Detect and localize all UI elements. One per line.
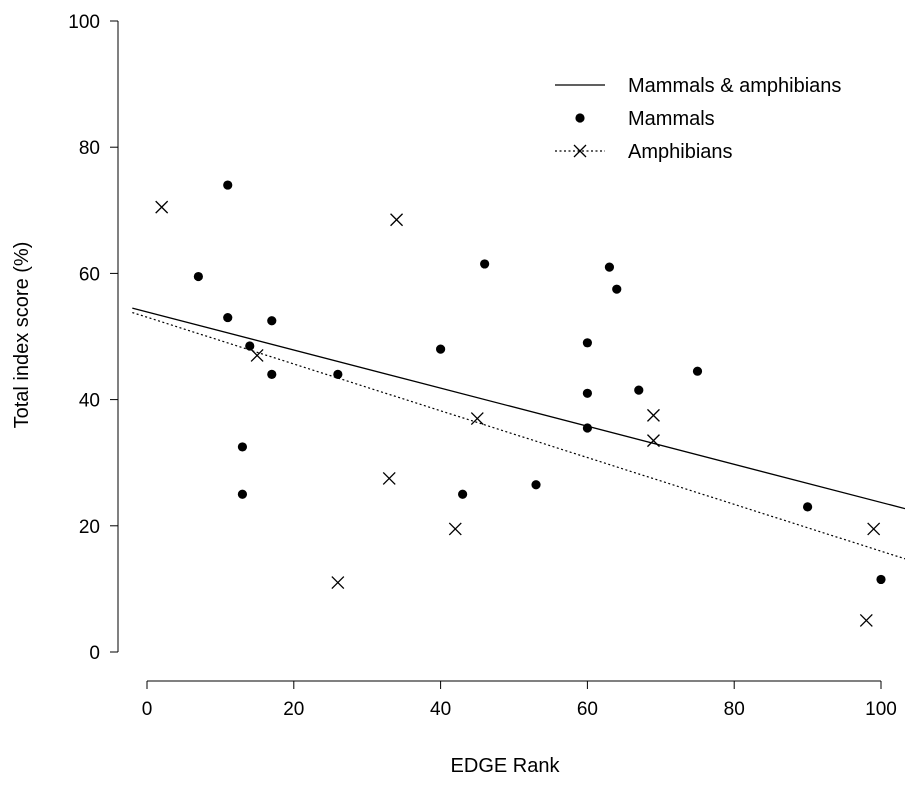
mammal-point — [604, 262, 615, 272]
mammal-point — [458, 489, 468, 499]
x-tick-label: 20 — [283, 699, 304, 720]
legend-symbol-mammals — [575, 113, 585, 123]
y-ticks: 0 20 40 60 80 100 — [68, 12, 118, 664]
mammal-point — [876, 574, 886, 585]
legend-label-combined: Mammals & amphibians — [628, 75, 841, 97]
fit-line-combined — [132, 307, 905, 510]
mammal-point — [582, 423, 593, 433]
legend-symbol-amphibians-cross — [573, 144, 587, 158]
y-tick-label: 100 — [68, 12, 100, 33]
amphibian-point — [470, 412, 484, 425]
mammal-point — [692, 366, 703, 376]
amphibian-point — [647, 408, 660, 422]
mammal-point — [193, 271, 203, 282]
legend: Mammals & amphibians Mammals Amphibians — [555, 75, 841, 163]
mammal-point — [803, 502, 813, 512]
mammal-point — [237, 489, 248, 499]
fit-line-amphibians — [132, 311, 905, 560]
mammal-point — [223, 180, 233, 190]
x-tick-label: 80 — [724, 699, 745, 720]
amphibian-point — [867, 522, 881, 536]
y-tick-label: 80 — [79, 138, 100, 159]
x-tick-label: 0 — [142, 699, 153, 720]
y-tick-label: 60 — [79, 264, 100, 285]
mammal-point — [582, 388, 593, 398]
y-axis-title: Total index score (%) — [11, 242, 33, 429]
mammal-point — [582, 338, 593, 348]
mammal-point — [531, 480, 541, 490]
x-tick-label: 100 — [865, 699, 897, 720]
x-tick-label: 40 — [430, 699, 451, 720]
x-ticks: 0 20 40 60 80 100 — [142, 681, 897, 720]
mammal-point — [237, 442, 248, 452]
legend-label-mammals: Mammals — [628, 108, 715, 130]
legend-label-amphibians: Amphibians — [628, 141, 733, 163]
y-tick-label: 40 — [79, 391, 100, 412]
mammal-point — [634, 385, 644, 395]
mammal-point — [480, 259, 490, 269]
mammal-point — [333, 369, 343, 379]
mammal-point — [267, 316, 277, 326]
mammal-point — [436, 344, 446, 354]
y-axis: 0 20 40 60 80 100 — [68, 12, 119, 664]
data-points — [155, 180, 886, 627]
x-tick-label: 60 — [577, 699, 598, 720]
amphibian-point — [390, 213, 404, 227]
amphibian-point — [647, 434, 660, 448]
amphibian-point — [859, 613, 873, 627]
y-tick-label: 20 — [79, 517, 100, 538]
amphibian-point — [331, 576, 345, 590]
amphibian-point — [155, 200, 169, 214]
x-axis: 0 20 40 60 80 100 — [142, 680, 897, 720]
mammal-point — [267, 369, 277, 379]
x-axis-title: EDGE Rank — [451, 755, 561, 777]
amphibian-point — [250, 348, 264, 362]
y-tick-label: 0 — [89, 643, 100, 664]
mammal-point — [223, 312, 233, 323]
amphibian-point — [382, 472, 396, 485]
mammal-point — [612, 284, 622, 294]
fit-lines — [132, 307, 905, 560]
mammal-point — [245, 341, 255, 351]
amphibian-point — [448, 522, 462, 536]
